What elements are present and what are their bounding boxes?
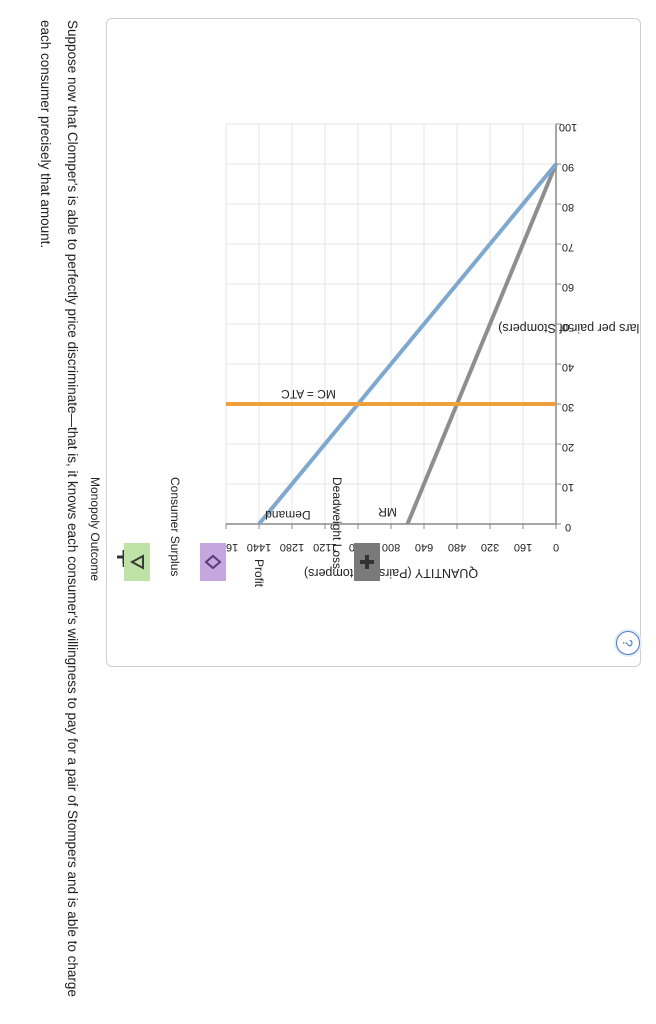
deadweight-loss-tool[interactable] <box>354 543 380 581</box>
monopoly-outcome-tool[interactable] <box>124 543 150 581</box>
price-tick-label: 0 <box>565 521 571 533</box>
quantity-tick-label: 0 <box>553 541 559 553</box>
price-tick-label: 10 <box>562 481 574 493</box>
monopoly-outcome-label: Monopoly Outcome <box>88 477 102 582</box>
price-tick-label: 50 <box>562 321 574 333</box>
price-tick-label: 80 <box>562 201 574 213</box>
y-axis-title: PRICE (Dollars per pair of Stompers) <box>498 321 640 335</box>
plus-icon <box>360 555 374 569</box>
demand-line[interactable] <box>257 162 558 526</box>
quantity-tick-label: 1280 <box>280 541 304 553</box>
quantity-tick-label: 1440 <box>247 541 271 553</box>
profit-label: Profit <box>252 559 266 588</box>
quantity-tick-label: 160 <box>514 541 532 553</box>
series-annotation: MR <box>378 505 397 519</box>
chart[interactable]: 0102030405060708090100016032048064080096… <box>107 19 640 666</box>
series-annotation: MC = ATC <box>281 387 336 401</box>
price-tick-label: 20 <box>562 441 574 453</box>
chart-axes <box>225 123 561 529</box>
consumer-surplus-tool[interactable] <box>200 543 226 581</box>
chart-labels: 0102030405060708090100016032048064080096… <box>214 121 640 580</box>
mr-line[interactable] <box>405 163 558 525</box>
question-text: Suppose now that Clomper's is able to pe… <box>38 20 80 997</box>
price-tick-label: 90 <box>562 161 574 173</box>
x-axis-title: QUANTITY (Pairs of Stompers) <box>304 566 478 580</box>
price-tick-label: 60 <box>562 281 574 293</box>
deadweight-loss-label: Deadweight Loss <box>330 477 344 570</box>
price-tick-label: 100 <box>559 121 577 133</box>
quantity-tick-label: 480 <box>448 541 466 553</box>
quantity-tick-label: 1120 <box>313 541 337 553</box>
price-tick-label: 30 <box>562 401 574 413</box>
price-tick-label: 40 <box>562 361 574 373</box>
triangle-icon <box>129 554 144 570</box>
graph-panel: ? 0 10 20 30 40 50 60 70 80 90 100 0 160 320 480 640 800… <box>88 18 641 667</box>
diamond-icon <box>204 554 222 570</box>
consumer-surplus-label: Consumer Surplus <box>168 477 182 577</box>
chart-series[interactable] <box>226 162 558 526</box>
quantity-tick-label: 640 <box>415 541 433 553</box>
series-annotation: Demand <box>265 508 310 522</box>
quantity-tick-label: 320 <box>481 541 499 553</box>
price-tick-label: 70 <box>562 241 574 253</box>
quantity-tick-label: 800 <box>382 541 400 553</box>
